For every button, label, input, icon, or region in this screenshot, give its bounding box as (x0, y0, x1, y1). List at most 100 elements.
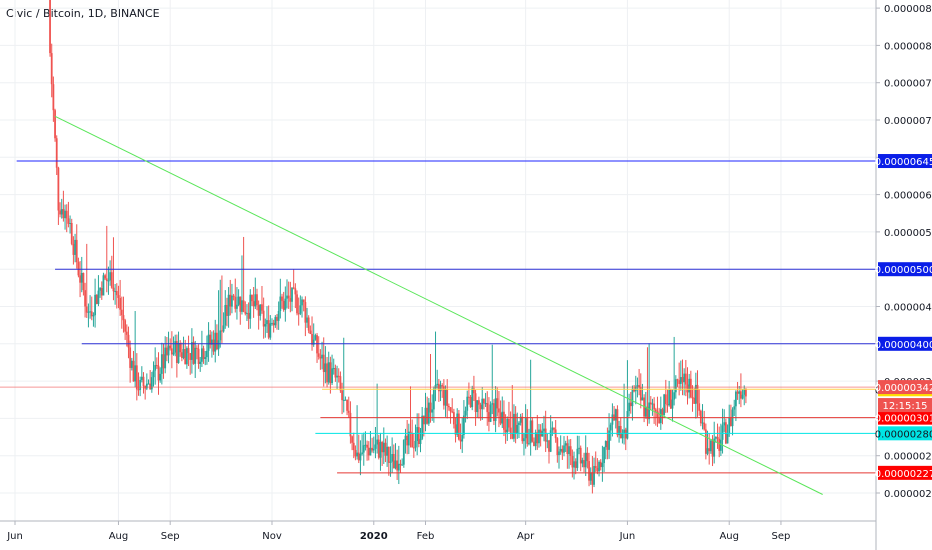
candle-body (422, 415, 425, 425)
candle-body (222, 325, 225, 332)
candle-body (462, 415, 465, 435)
candle-body (653, 403, 656, 410)
candle-body (663, 394, 666, 415)
candle-body (246, 312, 248, 314)
candle-body (162, 354, 165, 369)
candle-body (105, 278, 108, 281)
candle-body (493, 403, 495, 421)
y-tick-label: 0.00000250 (884, 452, 932, 463)
candle-body (641, 397, 644, 401)
candle-body (523, 438, 525, 442)
candle-body (187, 348, 190, 354)
candle-body (698, 403, 701, 411)
candle-body (82, 272, 85, 291)
candle-body (124, 320, 127, 332)
candle-body (716, 437, 719, 439)
candle-body (149, 383, 152, 390)
candle-body (314, 335, 317, 340)
candle-body (521, 416, 524, 442)
candle-body (391, 454, 394, 462)
candle-body (165, 347, 168, 356)
candle-body (676, 379, 679, 381)
candle-body (586, 452, 589, 462)
candle-body (306, 317, 308, 323)
candle-body (127, 334, 130, 348)
candle-body (639, 387, 642, 401)
candle-body (496, 398, 499, 409)
candle-body (170, 348, 173, 355)
candle-body (694, 384, 697, 404)
trend-line[interactable] (54, 115, 823, 495)
candle-body (189, 353, 192, 360)
candle-body (713, 438, 716, 457)
candle-body (206, 350, 208, 358)
candle-body (566, 443, 569, 455)
level-badge: 0.00000301 (875, 414, 932, 425)
candle-body (693, 397, 696, 404)
candle-body (182, 349, 185, 358)
y-tick-label: 0.00000450 (884, 303, 932, 314)
candle-body (616, 409, 619, 436)
candle-body (371, 447, 374, 451)
candle-body (87, 311, 90, 313)
x-tick-label: Aug (719, 531, 739, 542)
candle-body (311, 334, 313, 345)
x-axis[interactable]: Jun Aug Sep Nov 2020 Feb Apr Jun Aug Sep (6, 521, 790, 542)
candle-body (287, 295, 290, 299)
countdown-badge-bg (878, 398, 932, 413)
candle-body (728, 417, 731, 434)
candle-body (142, 376, 145, 386)
candle-body (254, 294, 257, 307)
candle-body (414, 440, 417, 448)
y-tick-label: 0.00000700 (884, 116, 932, 127)
candle-body (372, 448, 375, 451)
candle-body (324, 363, 327, 373)
candle-body (289, 298, 292, 302)
candle-body (574, 461, 577, 468)
candle-body (549, 430, 552, 452)
candle-body (721, 425, 724, 440)
candle-body (629, 402, 632, 407)
candle-body (95, 294, 98, 304)
candle-body (294, 288, 297, 295)
candle-body (157, 365, 160, 381)
candle-body (648, 402, 651, 420)
candle-body (361, 452, 363, 454)
candle-body (267, 320, 270, 338)
candle-body (446, 389, 449, 406)
candle-body (488, 412, 490, 422)
candle-body (155, 365, 158, 367)
candle-body (449, 407, 452, 412)
candle-body (743, 388, 746, 395)
candle-body (479, 404, 482, 410)
candle-body (132, 360, 135, 382)
candle-body (79, 275, 81, 283)
candle-body (159, 373, 162, 381)
candle-body (424, 407, 427, 425)
candle-body (374, 444, 377, 449)
candle-body (579, 447, 582, 464)
candle-body (234, 296, 237, 309)
candle-body (476, 400, 479, 413)
candle-body (691, 397, 694, 399)
candle-body (269, 323, 272, 338)
candle-body (194, 347, 197, 364)
candle-body (628, 402, 630, 412)
candle-body (427, 402, 430, 424)
candle-body (396, 460, 399, 471)
candle-body (678, 380, 681, 384)
candle-body (351, 436, 353, 443)
candle-body (49, 0, 51, 54)
candle-body (533, 441, 535, 447)
candle-body (553, 427, 555, 430)
y-axis[interactable]: 0.000002000.000002500.000003000.00000350… (876, 4, 932, 500)
candle-body (636, 385, 639, 387)
candle-body (681, 377, 684, 383)
candle-body (232, 295, 235, 297)
candle-body (684, 373, 687, 385)
candle-body (514, 413, 517, 434)
candle-body (346, 399, 348, 411)
current-price-badge-bg (878, 380, 932, 395)
candle-body (89, 311, 91, 313)
